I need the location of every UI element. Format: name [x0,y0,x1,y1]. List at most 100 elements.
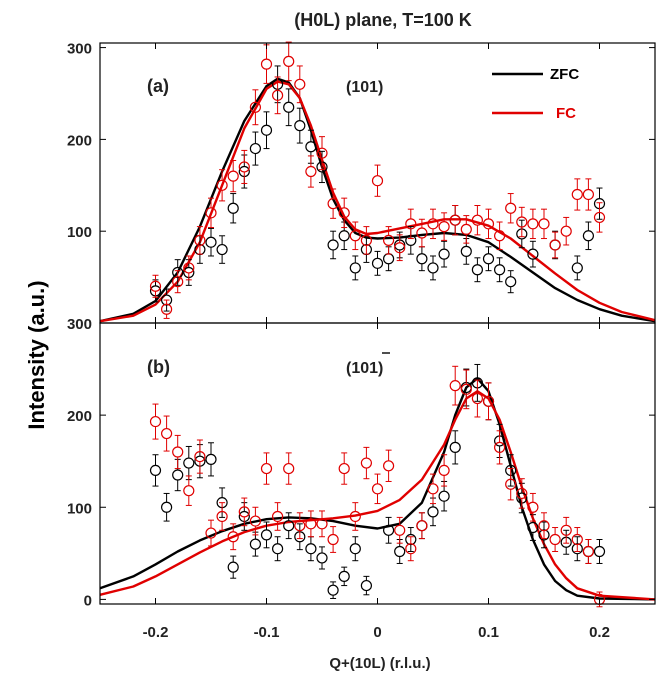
data-point [349,543,361,555]
data-point [283,101,295,113]
data-point [183,485,195,497]
data-point [427,506,439,518]
data-point [327,533,339,546]
data-point [149,415,162,428]
data-point [394,242,406,254]
data-point [593,545,606,558]
panel-a-y-tick-label: 200 [67,132,92,149]
panel-a-y-tick-label: 300 [67,41,92,58]
data-point [538,520,550,532]
panel-b-y-tick-label: 0 [84,592,92,609]
data-point [305,518,317,530]
x-tick-label: 0.2 [589,624,610,641]
data-point [249,101,261,113]
data-point [427,218,439,230]
data-point [338,230,350,242]
data-point [438,221,450,233]
x-tick-label: 0 [373,624,381,641]
data-point [272,510,284,523]
data-point [460,223,472,235]
data-point [593,211,606,224]
data-point [449,214,461,226]
data-point [494,441,506,453]
panel-a: 100 200 300 (a) (101) ZFC FC [67,41,656,324]
panel-a-peak-annotation: (101) [346,79,383,96]
panel-a-plot-area [99,41,656,323]
data-point [316,518,328,530]
data-point [260,58,273,70]
legend-zfc-label: ZFC [550,66,579,83]
data-point [460,383,472,395]
data-point [216,510,228,523]
panel-b-y-tick-label: 300 [67,316,92,333]
data-point [338,462,350,475]
x-tick-label: -0.2 [143,624,169,641]
data-point [349,230,361,242]
data-point [227,531,239,543]
data-point [482,395,495,407]
data-point [416,227,428,239]
data-point [505,202,517,214]
data-point [427,483,439,495]
data-point [416,253,428,265]
data-point [438,248,450,260]
data-point [482,253,495,265]
data-point [272,543,284,555]
panel-a-label: (a) [147,76,169,96]
chart-title: (H0L) plane, T=100 K [294,10,472,30]
data-point [238,161,250,173]
data-point [549,533,561,546]
data-point [582,188,595,201]
data-point [405,533,417,546]
data-point [360,234,372,246]
panel-b-axes: -0.2 -0.1 0 0.1 0.2 0 100 200 300 [67,316,656,641]
data-point [249,538,261,550]
data-point [283,55,295,67]
data-point [294,520,306,532]
data-point [371,175,384,187]
data-point [172,266,184,279]
data-point [194,234,206,246]
data-point [205,236,217,248]
data-point [516,487,528,500]
data-point [205,207,217,219]
panel-b-peak-annotation: (101) [346,352,390,377]
data-point [149,280,162,292]
data-point [383,524,395,536]
panel-a-y-tick-label: 100 [67,224,92,241]
panel-a-fit-zfc [99,77,656,323]
data-point [327,584,339,596]
data-point [161,294,173,306]
panel-b: -0.2 -0.1 0 0.1 0.2 0 100 200 300 (b) (101) [67,316,656,641]
data-point [449,441,461,453]
data-point [460,245,472,257]
data-point [582,545,595,558]
data-point [349,262,361,274]
data-point [394,524,406,536]
panel-b-y-tick-label: 100 [67,500,92,517]
data-point [216,179,228,191]
data-point [383,253,395,265]
data-point [316,147,328,159]
data-point [394,545,406,558]
data-point [205,453,217,465]
data-point [172,446,184,458]
data-point [516,216,528,228]
data-point [216,243,228,256]
data-point [571,188,583,201]
data-point [172,276,184,288]
data-point [527,248,539,260]
data-point [161,501,173,513]
data-point [283,462,295,475]
data-point [482,218,495,230]
panel-b-series-fc [149,365,606,608]
data-point [349,510,361,523]
panel-b-label: (b) [147,357,170,377]
legend-fc-label: FC [556,105,576,122]
data-point [471,264,483,276]
data-point [172,469,184,481]
panel-b-plot-area [99,363,656,608]
data-point [527,218,539,230]
data-point [505,478,517,490]
y-axis-label: Intensity (a.u.) [24,280,49,429]
